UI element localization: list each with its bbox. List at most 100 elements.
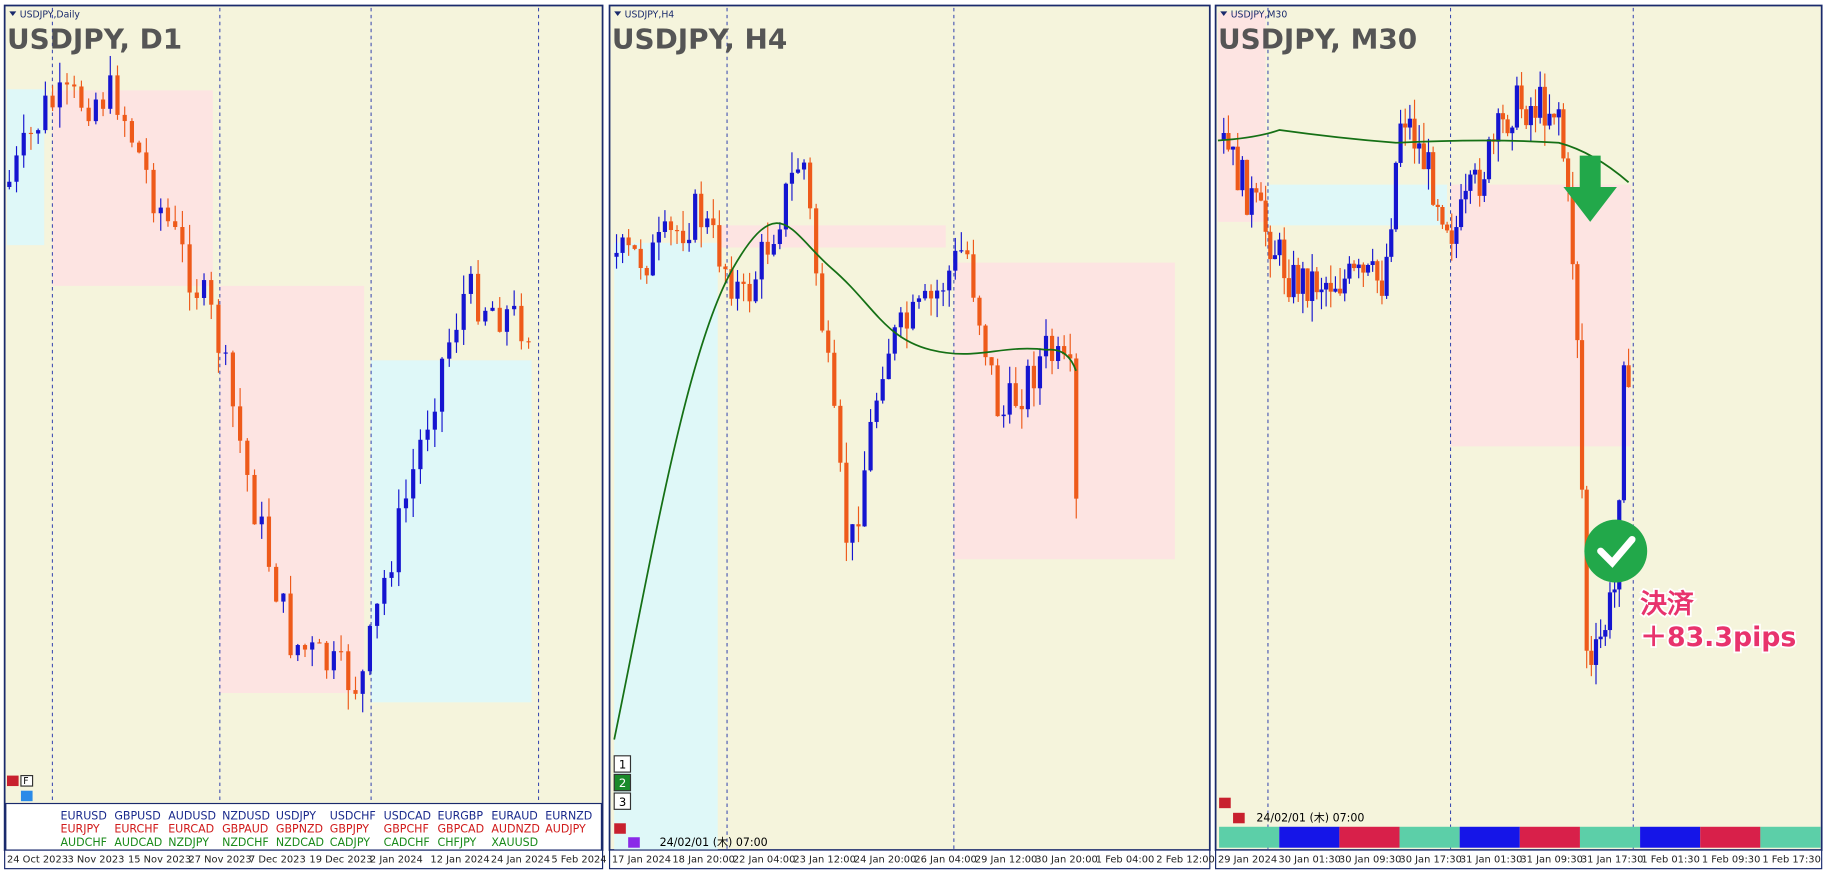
candle-body [331, 651, 336, 671]
symbol-button[interactable]: AUDCHF [60, 836, 107, 849]
symbol-button[interactable]: NZDCAD [276, 836, 324, 849]
symbol-button[interactable]: EURAUD [491, 809, 537, 822]
button[interactable] [1233, 812, 1245, 824]
symbol-button[interactable]: AUDNZD [491, 823, 540, 836]
candle-body [1370, 261, 1375, 266]
candle-body [324, 642, 329, 671]
check-badge [1584, 519, 1648, 583]
candle-body [614, 252, 619, 257]
candle-body [856, 524, 861, 527]
candle-body [1593, 639, 1599, 665]
symbol-button[interactable]: EURJPY [60, 823, 99, 836]
candle-body [1347, 263, 1352, 279]
chart-header: USDJPY,H4 [625, 9, 675, 20]
moving-average [613, 222, 1077, 740]
symbol-button[interactable]: AUDJPY [545, 823, 586, 836]
date-label: 31 Jan 01:30 [1460, 854, 1523, 865]
button[interactable] [613, 755, 632, 773]
candle-body [723, 266, 728, 270]
candle-body [699, 193, 704, 228]
candle-body [1598, 636, 1603, 640]
candle-body [1445, 224, 1450, 231]
symbol-button[interactable]: USDCAD [384, 809, 431, 822]
date-label: 17 Jan 2024 [612, 854, 671, 865]
panel-1: USDJPY,H4 USDJPY, H4 17 Jan 2024 18 Jan 20:… [608, 4, 1215, 870]
status-strip [1219, 826, 1280, 848]
symbol-button[interactable]: GBPJPY [330, 823, 369, 836]
candle-body [1254, 188, 1259, 193]
candle-body [165, 207, 171, 222]
candle-body [1062, 346, 1067, 355]
candle-body [194, 292, 199, 298]
candle-body [497, 307, 502, 332]
candle-body [375, 603, 380, 626]
symbol-button[interactable]: NZDUSD [222, 809, 270, 822]
date-label: 29 Jan 12:00 [975, 854, 1038, 865]
button[interactable] [613, 773, 632, 792]
symbol-button[interactable]: AUDUSD [168, 809, 216, 822]
symbol-button[interactable]: EURCHF [114, 823, 159, 836]
status-strip [1399, 826, 1460, 848]
candle-body [783, 183, 788, 230]
candle-body [741, 281, 746, 284]
candle-body [43, 95, 48, 131]
status-strip [1579, 826, 1641, 848]
candle-body [620, 237, 625, 253]
symbol-button[interactable]: XAUUSD [491, 836, 538, 849]
symbol-button[interactable]: EURGBP [438, 809, 484, 822]
symbol-button[interactable]: NZDJPY [168, 836, 209, 849]
candle-body [288, 593, 293, 656]
candle-body [476, 273, 481, 322]
candle-body [1603, 630, 1608, 637]
date-label: 24 Jan 20:00 [854, 854, 917, 865]
button[interactable] [613, 792, 632, 810]
triangle [1220, 11, 1228, 16]
button[interactable] [1219, 797, 1231, 809]
date-label: 2 Jan 2024 [370, 854, 423, 865]
candle-body [1412, 118, 1417, 149]
candle-body [28, 132, 34, 135]
button[interactable] [20, 775, 34, 787]
symbol-button[interactable]: CHFJPY [438, 836, 477, 849]
symbol-button[interactable]: EURNZD [545, 809, 592, 822]
candle-body [844, 462, 849, 543]
symbol-button[interactable]: GBPCAD [438, 823, 485, 836]
symbol-button[interactable]: USDCHF [330, 809, 376, 822]
symbol-button[interactable]: AUDCAD [114, 836, 162, 849]
button[interactable] [628, 837, 640, 848]
symbol-button[interactable]: GBPUSD [114, 809, 160, 822]
date-label: 3 Nov 2023 [67, 854, 124, 865]
button[interactable] [614, 823, 626, 834]
candle-body [1589, 650, 1594, 665]
button[interactable] [6, 775, 19, 787]
candle-body [302, 645, 308, 650]
status-strip [1760, 826, 1821, 848]
symbol-button[interactable]: EURCAD [168, 823, 214, 836]
symbol-button[interactable]: GBPNZD [276, 823, 323, 836]
candle-body [310, 642, 315, 650]
candle-body [353, 690, 358, 694]
candle-body [129, 121, 135, 143]
candle-body [230, 352, 235, 407]
candle-body [238, 406, 243, 441]
symbol-button[interactable]: NZDCHF [222, 836, 269, 849]
symbol-button[interactable]: GBPAUD [222, 823, 268, 836]
date-label: 1 Feb 01:30 [1641, 854, 1700, 865]
symbol-button[interactable]: GBPCHF [384, 823, 429, 836]
candle-body [50, 95, 55, 108]
symbol-button[interactable]: CADCHF [384, 836, 430, 849]
candle-body [711, 218, 716, 226]
moving-average [1217, 129, 1630, 183]
candle-body [1235, 146, 1240, 191]
date-axis [1215, 849, 1823, 870]
date-label: 30 Jan 01:30 [1278, 854, 1341, 865]
candle-body [886, 353, 891, 380]
button[interactable] [20, 790, 33, 802]
candle-body [1365, 265, 1371, 273]
candle-body [687, 239, 692, 244]
symbol-button[interactable]: CADJPY [330, 836, 370, 849]
symbol-button[interactable]: EURUSD [60, 809, 106, 822]
candle-body [693, 193, 698, 240]
symbol-button[interactable]: USDJPY [276, 809, 316, 822]
